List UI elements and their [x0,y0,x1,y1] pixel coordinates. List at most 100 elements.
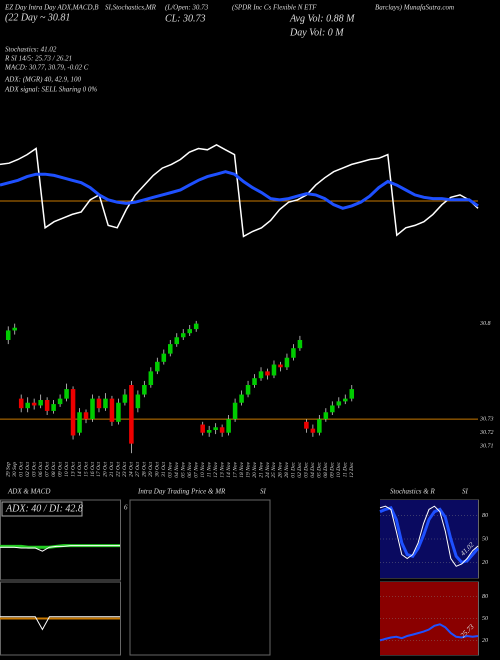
header-text: Day Vol: 0 M [289,27,344,38]
candle-body [90,398,95,420]
x-tick-label: 03 Dec [304,461,310,477]
candle-body [142,385,147,395]
x-tick-label: 17 Nov [232,461,238,477]
candle-body [83,412,89,420]
x-tick-label: 05 Nov [181,461,187,477]
candle-body [232,402,238,420]
y-tick-label: 50 [482,536,488,542]
x-tick-label: 23 Oct [122,462,128,477]
x-tick-label: 11 Dec [343,461,349,477]
x-tick-label: 13 Nov [219,461,225,477]
header-text: (22 Day ~ 30.81 [5,12,70,23]
x-tick-label: 29 Sep [6,462,12,477]
candle-body [51,404,56,411]
candle-body [200,424,205,433]
x-tick-label: 09 Oct [57,462,63,477]
panel-title: ADX & MACD [7,488,50,496]
annotation-box [1,501,83,517]
x-tick-label: 15 Oct [83,462,89,477]
candle-body [38,400,43,406]
x-tick-label: 30 Oct [155,462,161,478]
x-tick-label: 18 Nov [239,461,245,477]
y-tick-label: 30.8 [479,321,491,327]
candle-body [122,394,128,403]
annotation: 6 [124,504,128,512]
panel-title: Intra Day Trading Price & MR [137,488,226,496]
candle-body [323,412,329,420]
x-tick-label: 19 Nov [245,461,251,477]
series-line [0,616,120,631]
candle-body [70,389,76,436]
y-tick-label: 20 [482,560,488,566]
candle-body [77,412,82,433]
candle-body [206,430,212,433]
header-text: (SPDR Inc Cs Flexible N ETF [232,4,317,12]
x-tick-label: 08 Dec [323,461,329,477]
candle-body [18,398,24,409]
y-tick-label: 30.71 [479,444,494,450]
header-text: Avg Vol: 0.88 M [289,13,355,24]
x-tick-label: 10 Oct [64,462,70,477]
candle-body [219,427,225,433]
candle-body [135,394,141,409]
candle-body [304,421,309,429]
x-tick-label: 02 Dec [297,461,303,477]
panel-title: Stochastics & R [390,488,435,496]
x-tick-label: 28 Nov [284,461,290,477]
candle-body [239,394,244,403]
candle-body [180,333,186,338]
x-tick-label: 12 Nov [213,461,219,477]
candle-body [213,427,218,430]
x-tick-label: 14 Oct [76,462,83,477]
x-tick-label: 16 Oct [90,462,96,477]
x-tick-label: 27 Oct [135,462,141,477]
x-tick-label: 07 Nov [193,461,199,477]
x-tick-label: 04 Nov [173,461,180,477]
x-tick-label: 10 Nov [200,461,206,477]
x-tick-label: 17 Oct [96,462,102,477]
stat-text: ADX signal: SELL Sharing 0 0% [4,86,97,94]
candle-body [226,419,231,433]
panel-title: SI [260,488,267,496]
x-tick-label: 29 Oct [148,462,154,477]
candle-body [193,323,199,330]
x-tick-label: 07 Oct [44,462,50,477]
stat-text: MACD: 30.77, 30.79, -0.02 C [4,64,89,72]
panel-title: SI [462,488,469,496]
x-tick-label: 20 Nov [252,461,258,477]
x-tick-label: 09 Dec [330,461,336,477]
candle-body [271,364,277,376]
x-tick-label: 06 Nov [187,461,193,477]
candle-body [12,327,17,331]
series-line [379,623,479,642]
stat-text: R SI 14/5: 25.73 / 26.21 [4,55,72,63]
candle-body [317,419,322,433]
x-tick-label: 22 Oct [116,462,122,477]
candle-body [187,329,192,334]
candle-body [5,330,11,340]
stat-text: Stochastics: 41.02 [5,46,57,54]
candle-body [265,371,270,376]
x-tick-label: 31 Oct [161,462,167,478]
x-tick-label: 02 Oct [25,462,31,477]
panel-frame [0,499,121,581]
candle-body [25,402,30,409]
x-tick-label: 03 Nov [168,461,174,477]
x-tick-label: 25 Nov [271,461,277,477]
candle-body [116,402,121,422]
x-tick-label: 06 Oct [38,462,44,477]
x-tick-label: 13 Oct [70,462,76,477]
x-tick-label: 30 Sep [12,462,18,478]
x-tick-label: 14 Nov [225,461,232,477]
annotation: ADX: 40 / DI: 42.8 [5,503,83,514]
candle-body [310,428,316,433]
candle-body [284,357,290,368]
candle-body [103,398,108,409]
candle-body [57,398,63,405]
series-line [0,144,479,238]
candle-body [148,371,154,385]
candle-body [245,385,251,395]
candle-body [336,401,342,406]
candle-body [44,400,50,411]
